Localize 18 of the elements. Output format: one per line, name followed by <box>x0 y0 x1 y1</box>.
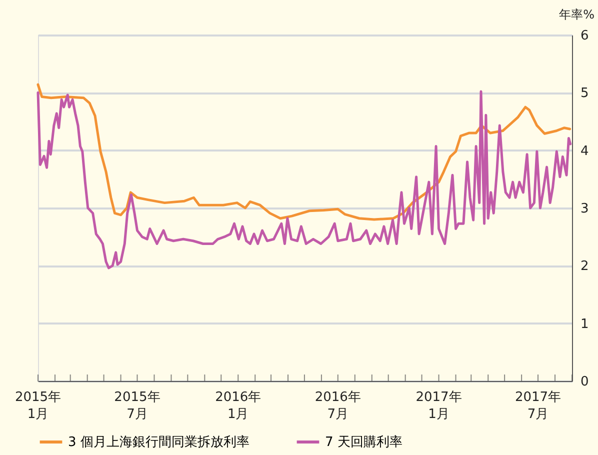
y-tick-label: 3 <box>580 202 589 216</box>
y-tick-label: 5 <box>580 86 589 102</box>
y-tick-label: 1 <box>580 316 589 332</box>
x-tick-label: 2017年 7月 <box>514 390 562 422</box>
line-series <box>36 83 572 221</box>
y-tick-label: 6 <box>580 28 589 44</box>
legend-label: 7 天回購利率 <box>325 434 402 450</box>
y-axis-title: 年率% <box>559 8 594 22</box>
line-series <box>36 90 572 270</box>
x-tick-label: 2015年 1月 <box>14 390 62 422</box>
x-tick-label: 2015年 7月 <box>114 390 160 422</box>
x-tick-label: 2016年 7月 <box>314 390 361 422</box>
y-tick-label: 2 <box>580 259 589 274</box>
legend-label: 3 個月上海銀行間同業拆放利率 <box>68 434 250 450</box>
x-tick-label: 2016年 1月 <box>215 390 262 422</box>
x-tick-label: 2017年 1月 <box>416 390 462 422</box>
y-tick-label: 4 <box>580 144 589 159</box>
y-tick-label: 0 <box>580 374 589 390</box>
